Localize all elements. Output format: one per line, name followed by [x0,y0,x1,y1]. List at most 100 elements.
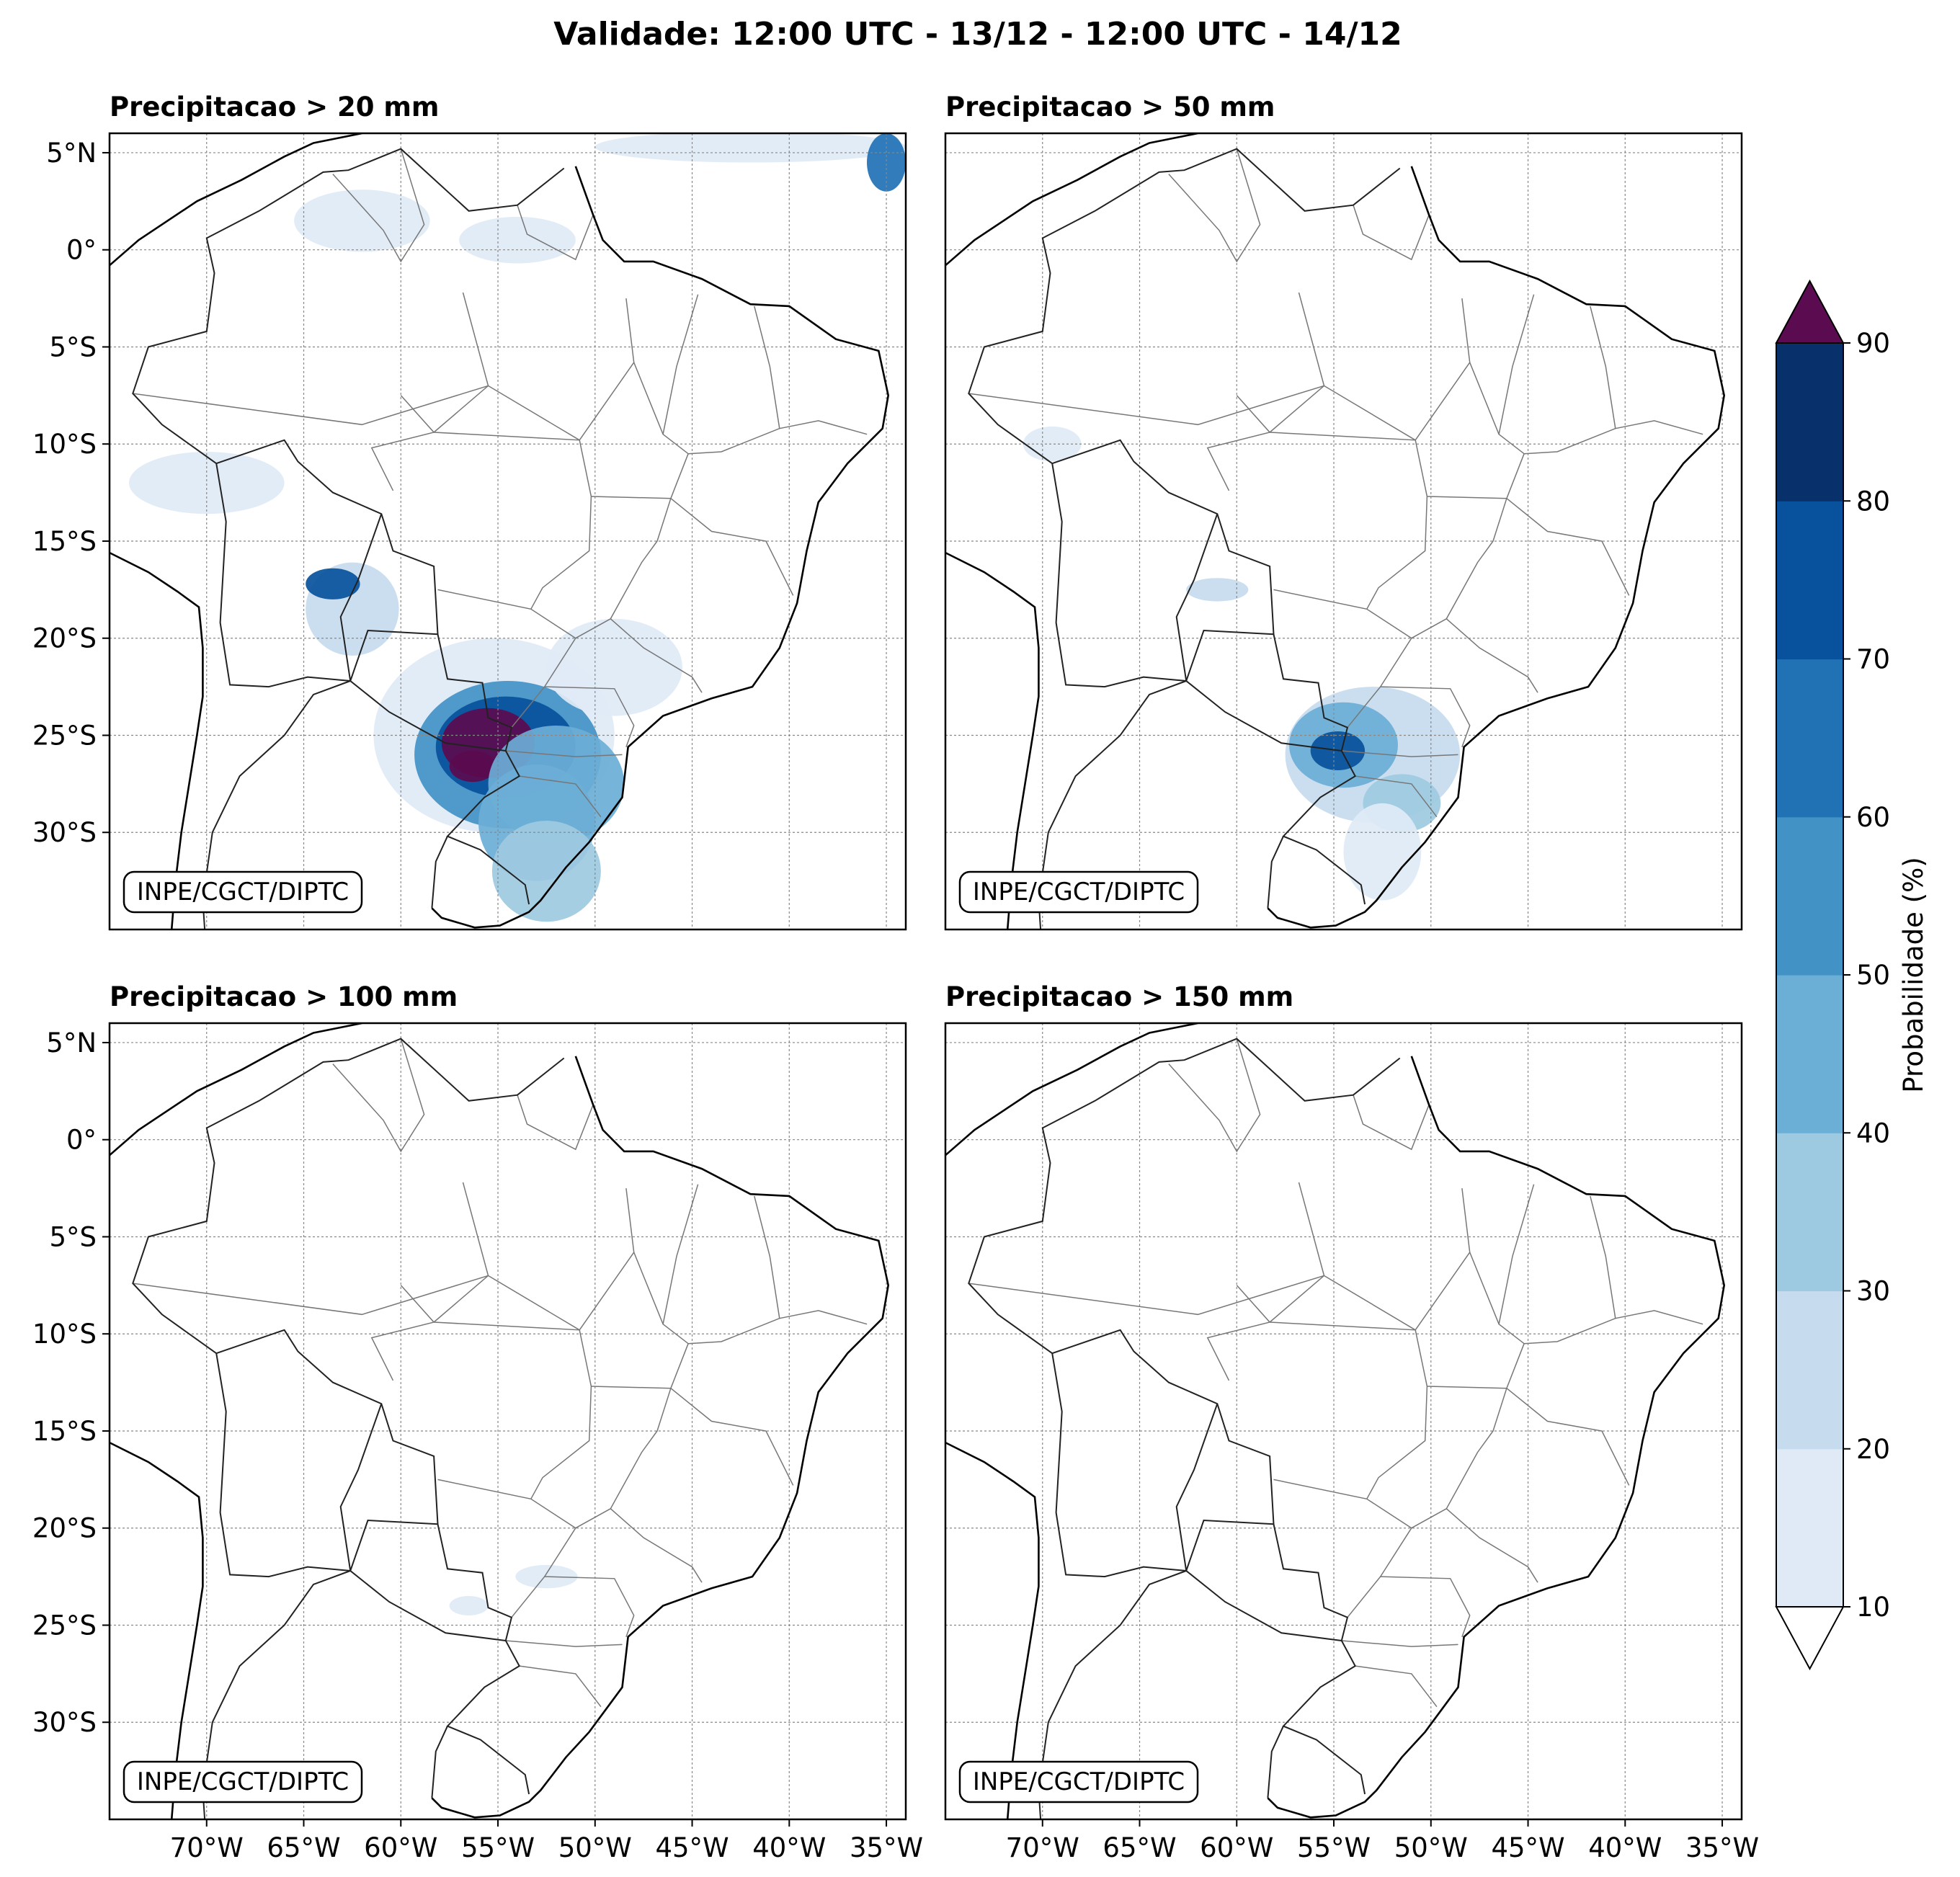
lat-tick-label: 15°S [32,1416,97,1447]
credit-badge [122,1760,363,1804]
lon-tick-label: 55°W [1297,1832,1371,1863]
state-border-line [1355,775,1438,818]
colorbar-tick-label: 70 [1856,644,1890,675]
map-panel-4: Precipitacao > 150 mm 70°W 65°W 60°W 55°W 50°… [944,981,1759,1863]
probability-area [594,133,906,163]
colorbar-tick-label: 80 [1856,486,1890,517]
lat-tick-label: 10°S [32,429,97,460]
state-border-line [544,1576,635,1637]
state-border-line [1168,148,1261,263]
country-border-line [215,463,383,688]
state-border-line [662,1184,699,1324]
credit-text: INPE/CGCT/DIPTC [973,1767,1185,1796]
state-border-line [1411,498,1507,639]
country-border-line [1185,629,1342,752]
state-borders [133,148,868,818]
state-border-line [519,1665,602,1708]
state-border-line [517,1094,594,1151]
coastline-line [431,166,890,929]
map-panel-1: Precipitacao > 20 mm 5°N 0° 5°S 10°S 15°S 20°S… [32,92,907,931]
lon-tick-label: 55°W [461,1832,535,1863]
credit-text: INPE/CGCT/DIPTC [137,878,349,906]
state-border-line [1355,1665,1438,1708]
map-area [945,133,1742,929]
state-border-line [610,1508,703,1583]
map-area [110,133,906,929]
coastline-line [110,1441,204,1819]
country-border-line [132,148,565,465]
state-borders [968,1038,1703,1708]
country-border-line [968,1038,1401,1355]
lon-tick-label: 70°W [170,1832,244,1863]
coastline-line [110,133,362,267]
coastline [945,1023,1726,1819]
probability-area [1343,803,1422,901]
lat-tick-label: 5°S [49,331,97,362]
state-border-line [968,385,1416,441]
lon-tick-label: 65°W [267,1832,340,1863]
colorbar-segment [1776,1448,1843,1608]
colorbar-tick-label: 60 [1856,802,1890,833]
coastline-line [1267,1056,1726,1819]
map-frame [108,1022,907,1821]
colorbar-segment [1776,816,1843,976]
lon-tick-label: 60°W [1200,1832,1273,1863]
state-border-line [370,1285,435,1381]
state-border-line [1411,1388,1507,1529]
figure-title: Validade: 12:00 UTC - 13/12 - 12:00 UTC … [553,16,1402,53]
state-border-line [1206,1285,1271,1381]
colorbar-segment [1776,659,1843,818]
lat-tick-label: 5°S [49,1221,97,1252]
state-border-line [505,1640,623,1647]
state-border-line [133,1275,580,1331]
gridlines [945,133,1742,929]
colorbar-tick-label: 20 [1856,1434,1890,1465]
state-border-line [1270,1321,1428,1499]
lat-tick-label: 20°S [32,623,97,654]
lon-tick-label: 40°W [1588,1832,1662,1863]
coastline-line [110,1023,362,1156]
country-border-line [349,629,506,752]
colorbar-tick-label: 50 [1856,960,1890,991]
probability-area [867,133,906,192]
lon-tick-label: 45°W [655,1832,729,1863]
coastline-line [1267,166,1726,929]
gridlines [945,1023,1742,1819]
coastline-line [945,133,1198,267]
country-borders [968,1038,1401,1819]
state-border-line [1341,750,1458,757]
colorbar-segment [1776,975,1843,1133]
colorbar-tick-label: 30 [1856,1276,1890,1307]
map-panels: Precipitacao > 20 mm 5°N 0° 5°S 10°S 15°S 20°S… [32,92,1759,1863]
colorbar: 10 20 30 40 50 60 70 80 90 Probabilidade (%) [1775,279,1929,1671]
state-border-line [670,498,794,596]
country-border-line [431,1726,448,1798]
country-border-line [215,1353,383,1578]
probability-area [128,452,285,514]
state-border-line [968,1275,1416,1331]
panel-title: Precipitacao > 150 mm [945,981,1293,1012]
lat-tick-label: 25°S [32,720,97,751]
state-border-line [1615,1310,1703,1325]
colorbar-segment [1776,501,1843,660]
gridlines [110,133,906,929]
state-border-line [1380,686,1471,747]
coastline-line [431,1056,890,1819]
state-border-line [519,775,602,818]
country-border-line [1051,463,1219,688]
state-border-line [1270,432,1428,610]
credit-badge [122,870,363,914]
state-border-line [1353,1094,1430,1151]
lat-tick-label: 0° [66,235,97,266]
state-border-line [332,148,425,263]
map-background [110,1023,906,1819]
lon-tick-label: 60°W [364,1832,437,1863]
state-borders [133,1038,868,1708]
credit-badge [958,1760,1199,1804]
map-area [945,1023,1742,1819]
state-border-line [332,1038,425,1153]
state-border-line [1380,1576,1471,1637]
state-border-line [505,750,623,757]
state-border-line [1506,498,1630,596]
probability-area [459,216,576,264]
